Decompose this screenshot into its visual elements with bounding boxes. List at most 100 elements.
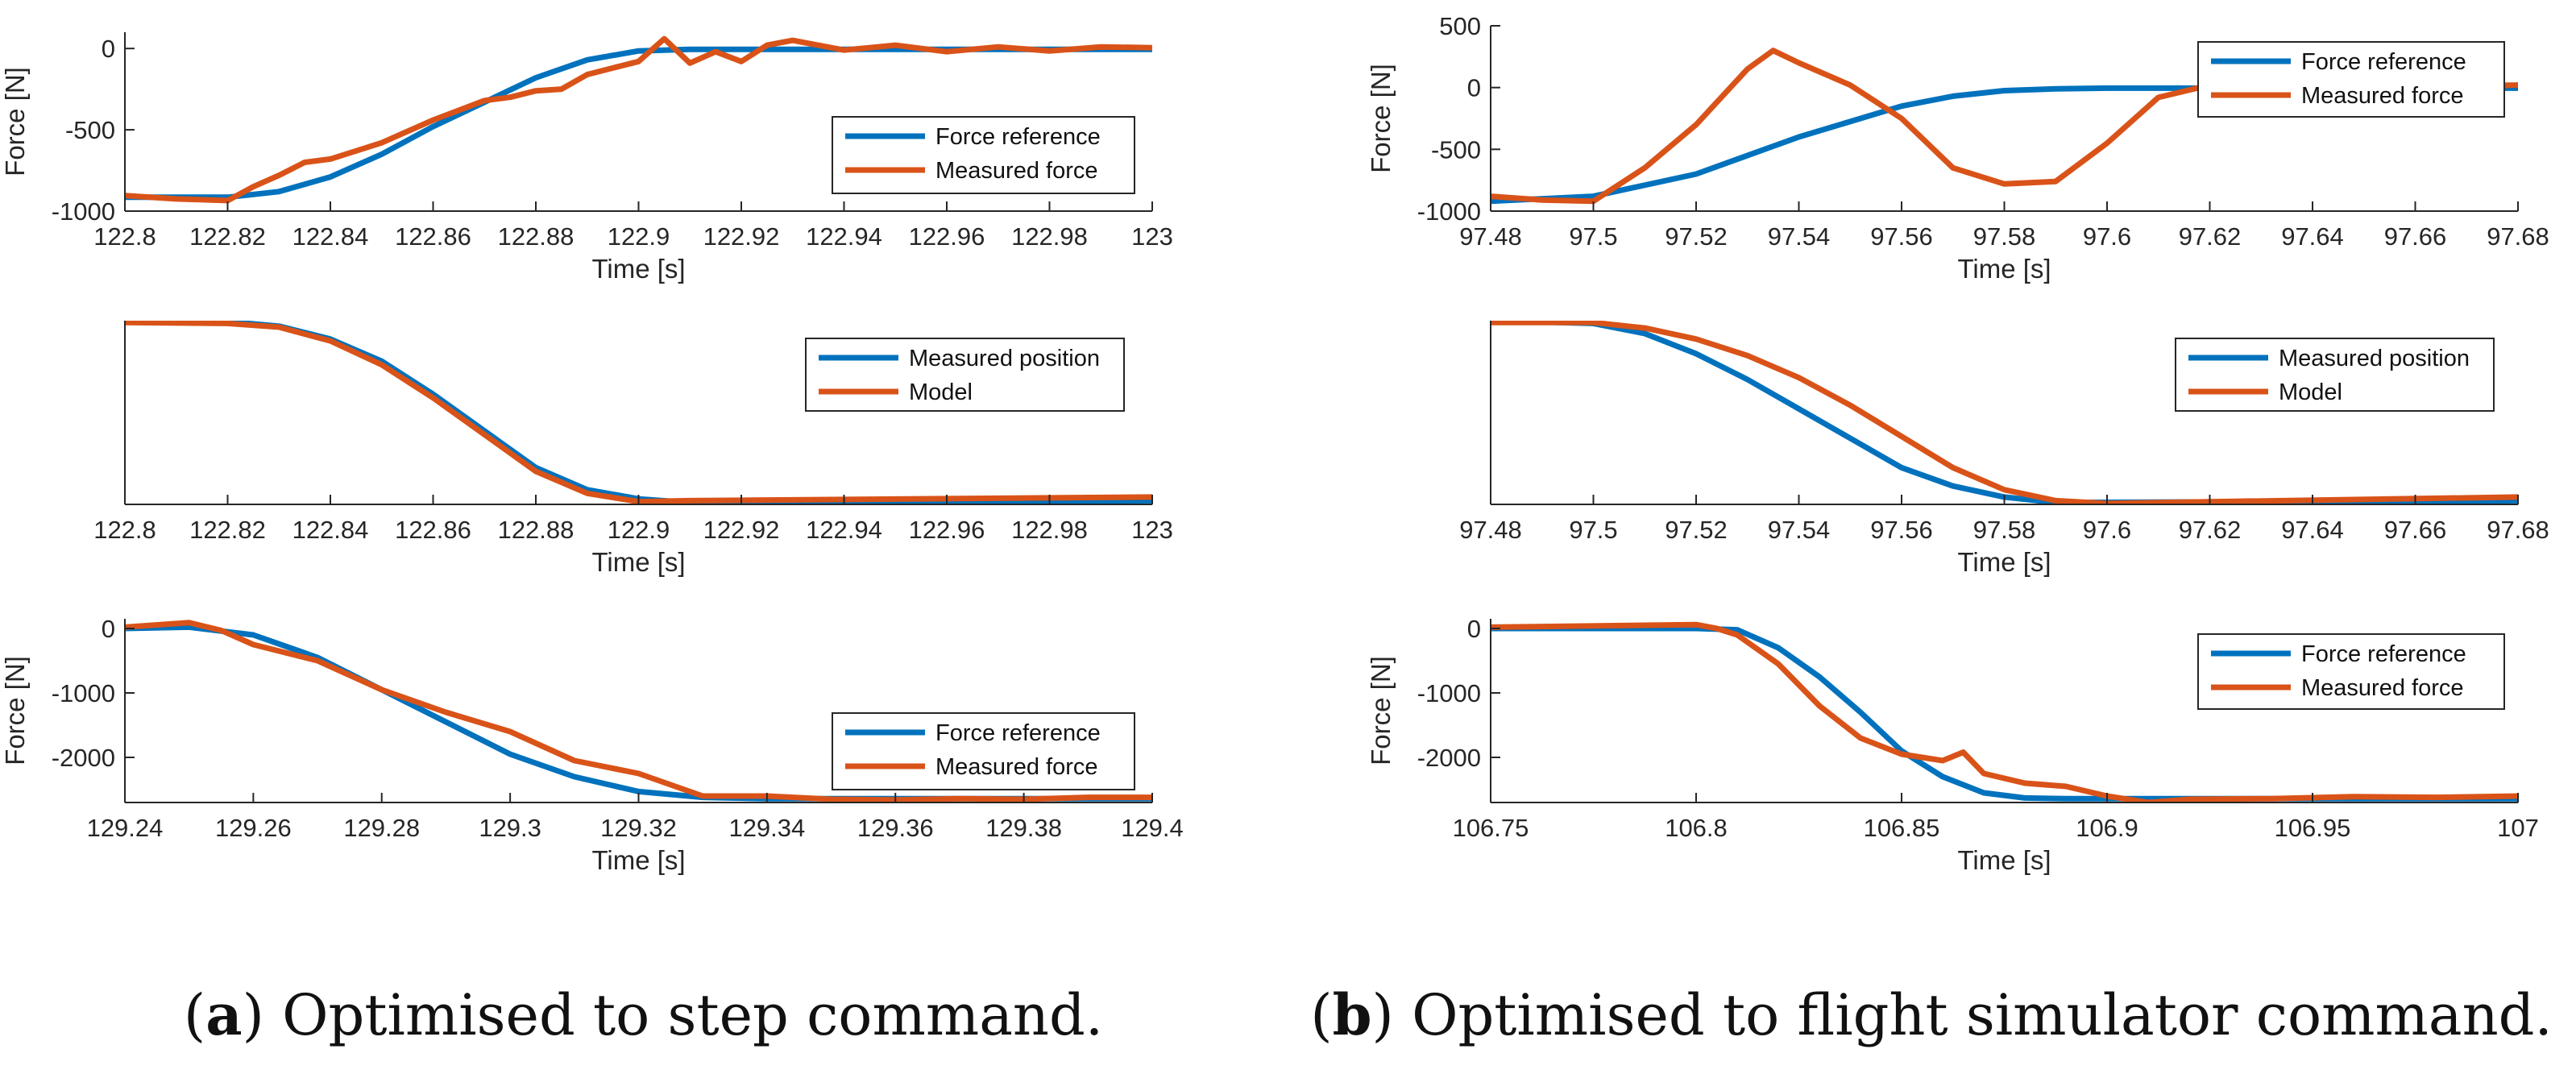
series-line-a2-1 [125,321,1152,504]
y-tick-label: 0 [102,615,115,643]
legend: Force reference Measured force [2197,633,2505,710]
x-tick-label: 106.85 [1864,814,1940,842]
x-axis-label: Time [s] [591,547,685,577]
x-tick-label: 122.88 [498,222,575,251]
caption-a-letter: a [205,981,243,1048]
x-axis-label: Time [s] [1957,254,2051,284]
caption-b-text: ) Optimised to flight simulator command. [1371,982,2553,1048]
y-tick-label: 0 [102,35,115,63]
x-tick-label: 97.68 [2487,222,2549,251]
x-axis-label: Time [s] [591,254,685,284]
x-tick-label: 122.94 [806,222,882,251]
chart-b3: 106.75 106.8 106.85 106.9 106.95 107 -2000 -100… [1366,615,2539,875]
x-tick-label: 97.6 [2083,516,2131,544]
x-tick-label: 122.84 [292,516,369,544]
series-line-a1-1 [125,35,1152,204]
legend: Force reference Measured force [832,712,1135,790]
x-tick-label: 106.9 [2076,814,2138,842]
y-tick-label: -1000 [1417,197,1481,226]
x-tick-label: 97.54 [1768,222,1831,251]
x-tick-label: 97.58 [1973,516,2036,544]
chart-a1: 122.8 122.82 122.84 122.86 122.88 122.9 122.92… [0,32,1173,284]
x-tick-label: 97.52 [1665,516,1728,544]
x-tick-label: 122.86 [395,516,471,544]
legend-label: Force reference [935,720,1101,746]
x-tick-label: 97.48 [1459,222,1522,251]
x-tick-label: 122.98 [1011,222,1088,251]
y-tick-label: -1000 [52,197,115,226]
x-axis-label: Time [s] [1957,547,2051,577]
series-line-b3-1 [1491,621,2518,802]
y-tick-label: 0 [1467,615,1481,643]
x-tick-label: 129.36 [857,814,934,842]
y-tick-label: -500 [65,116,115,144]
legend-box [2175,338,2495,412]
x-tick-label: 129.38 [985,814,1062,842]
legend: Force reference Measured force [832,116,1135,194]
x-tick-label: 129.24 [87,814,164,842]
legend: Force reference Measured force [2197,41,2505,118]
y-axis-label: Force [N] [1366,64,1396,173]
y-tick-label: -2000 [1417,744,1481,772]
x-tick-label: 129.32 [600,814,677,842]
x-tick-label: 97.64 [2281,222,2344,251]
x-tick-label: 122.82 [189,222,266,251]
x-tick-label: 97.54 [1768,516,1831,544]
x-tick-label: 97.62 [2179,516,2242,544]
x-tick-label: 122.86 [395,222,471,251]
legend-label: Model [2279,379,2342,405]
caption-a-text: ) Optimised to step command. [242,982,1104,1048]
x-tick-label: 97.68 [2487,516,2549,544]
legend-label: Measured force [2301,675,2464,701]
series-line-a3-1 [125,620,1152,802]
x-tick-label: 107 [2497,814,2539,842]
x-tick-label: 122.8 [93,222,156,251]
legend-label: Measured force [935,158,1098,184]
x-tick-label: 122.92 [703,516,780,544]
x-tick-label: 122.96 [909,516,985,544]
legend-box [2197,41,2505,118]
x-tick-label: 97.5 [1569,222,1617,251]
y-tick-label: 0 [1467,74,1481,102]
x-tick-label: 122.98 [1011,516,1088,544]
x-tick-label: 97.6 [2083,222,2131,251]
y-axis-label: Force [N] [1366,656,1396,765]
x-tick-label: 129.26 [215,814,292,842]
x-tick-label: 129.4 [1121,814,1184,842]
x-tick-label: 122.84 [292,222,369,251]
caption-b-letter: b [1332,981,1372,1048]
x-tick-label: 97.66 [2384,516,2447,544]
x-tick-label: 122.9 [608,516,670,544]
legend: Measured position Model [805,338,1125,412]
x-axis-label: Time [s] [591,845,685,875]
x-tick-label: 106.95 [2275,814,2351,842]
y-axis-label: Force [N] [0,656,30,765]
x-tick-label: 97.62 [2179,222,2242,251]
x-tick-label: 122.82 [189,516,266,544]
legend-label: Measured force [935,754,1098,780]
y-tick-label: -1000 [1417,679,1481,707]
x-tick-label: 122.8 [93,516,156,544]
x-tick-label: 97.56 [1870,516,1933,544]
x-tick-label: 129.3 [479,814,541,842]
x-tick-label: 129.28 [343,814,420,842]
series-line-b2-1 [1491,321,2518,504]
caption-a: (a) Optimised to step command. [0,981,1287,1048]
caption-a-open: ( [183,982,206,1048]
x-tick-label: 106.8 [1665,814,1728,842]
x-tick-label: 97.66 [2384,222,2447,251]
legend-box [2197,633,2505,710]
legend-label: Measured force [2301,83,2464,109]
x-tick-label: 129.34 [728,814,805,842]
chart-a3: 129.24 129.26 129.28 129.3 129.32 129.34 129.3… [0,615,1184,875]
caption-b: (b) Optimised to flight simulator comman… [1287,981,2576,1048]
x-tick-label: 97.58 [1973,222,2036,251]
x-tick-label: 122.9 [608,222,670,251]
y-tick-label: -500 [1431,135,1481,164]
legend-label: Measured position [2279,346,2470,371]
x-tick-label: 122.96 [909,222,985,251]
x-tick-label: 97.48 [1459,516,1522,544]
x-tick-label: 97.52 [1665,222,1728,251]
legend-label: Force reference [935,124,1101,150]
